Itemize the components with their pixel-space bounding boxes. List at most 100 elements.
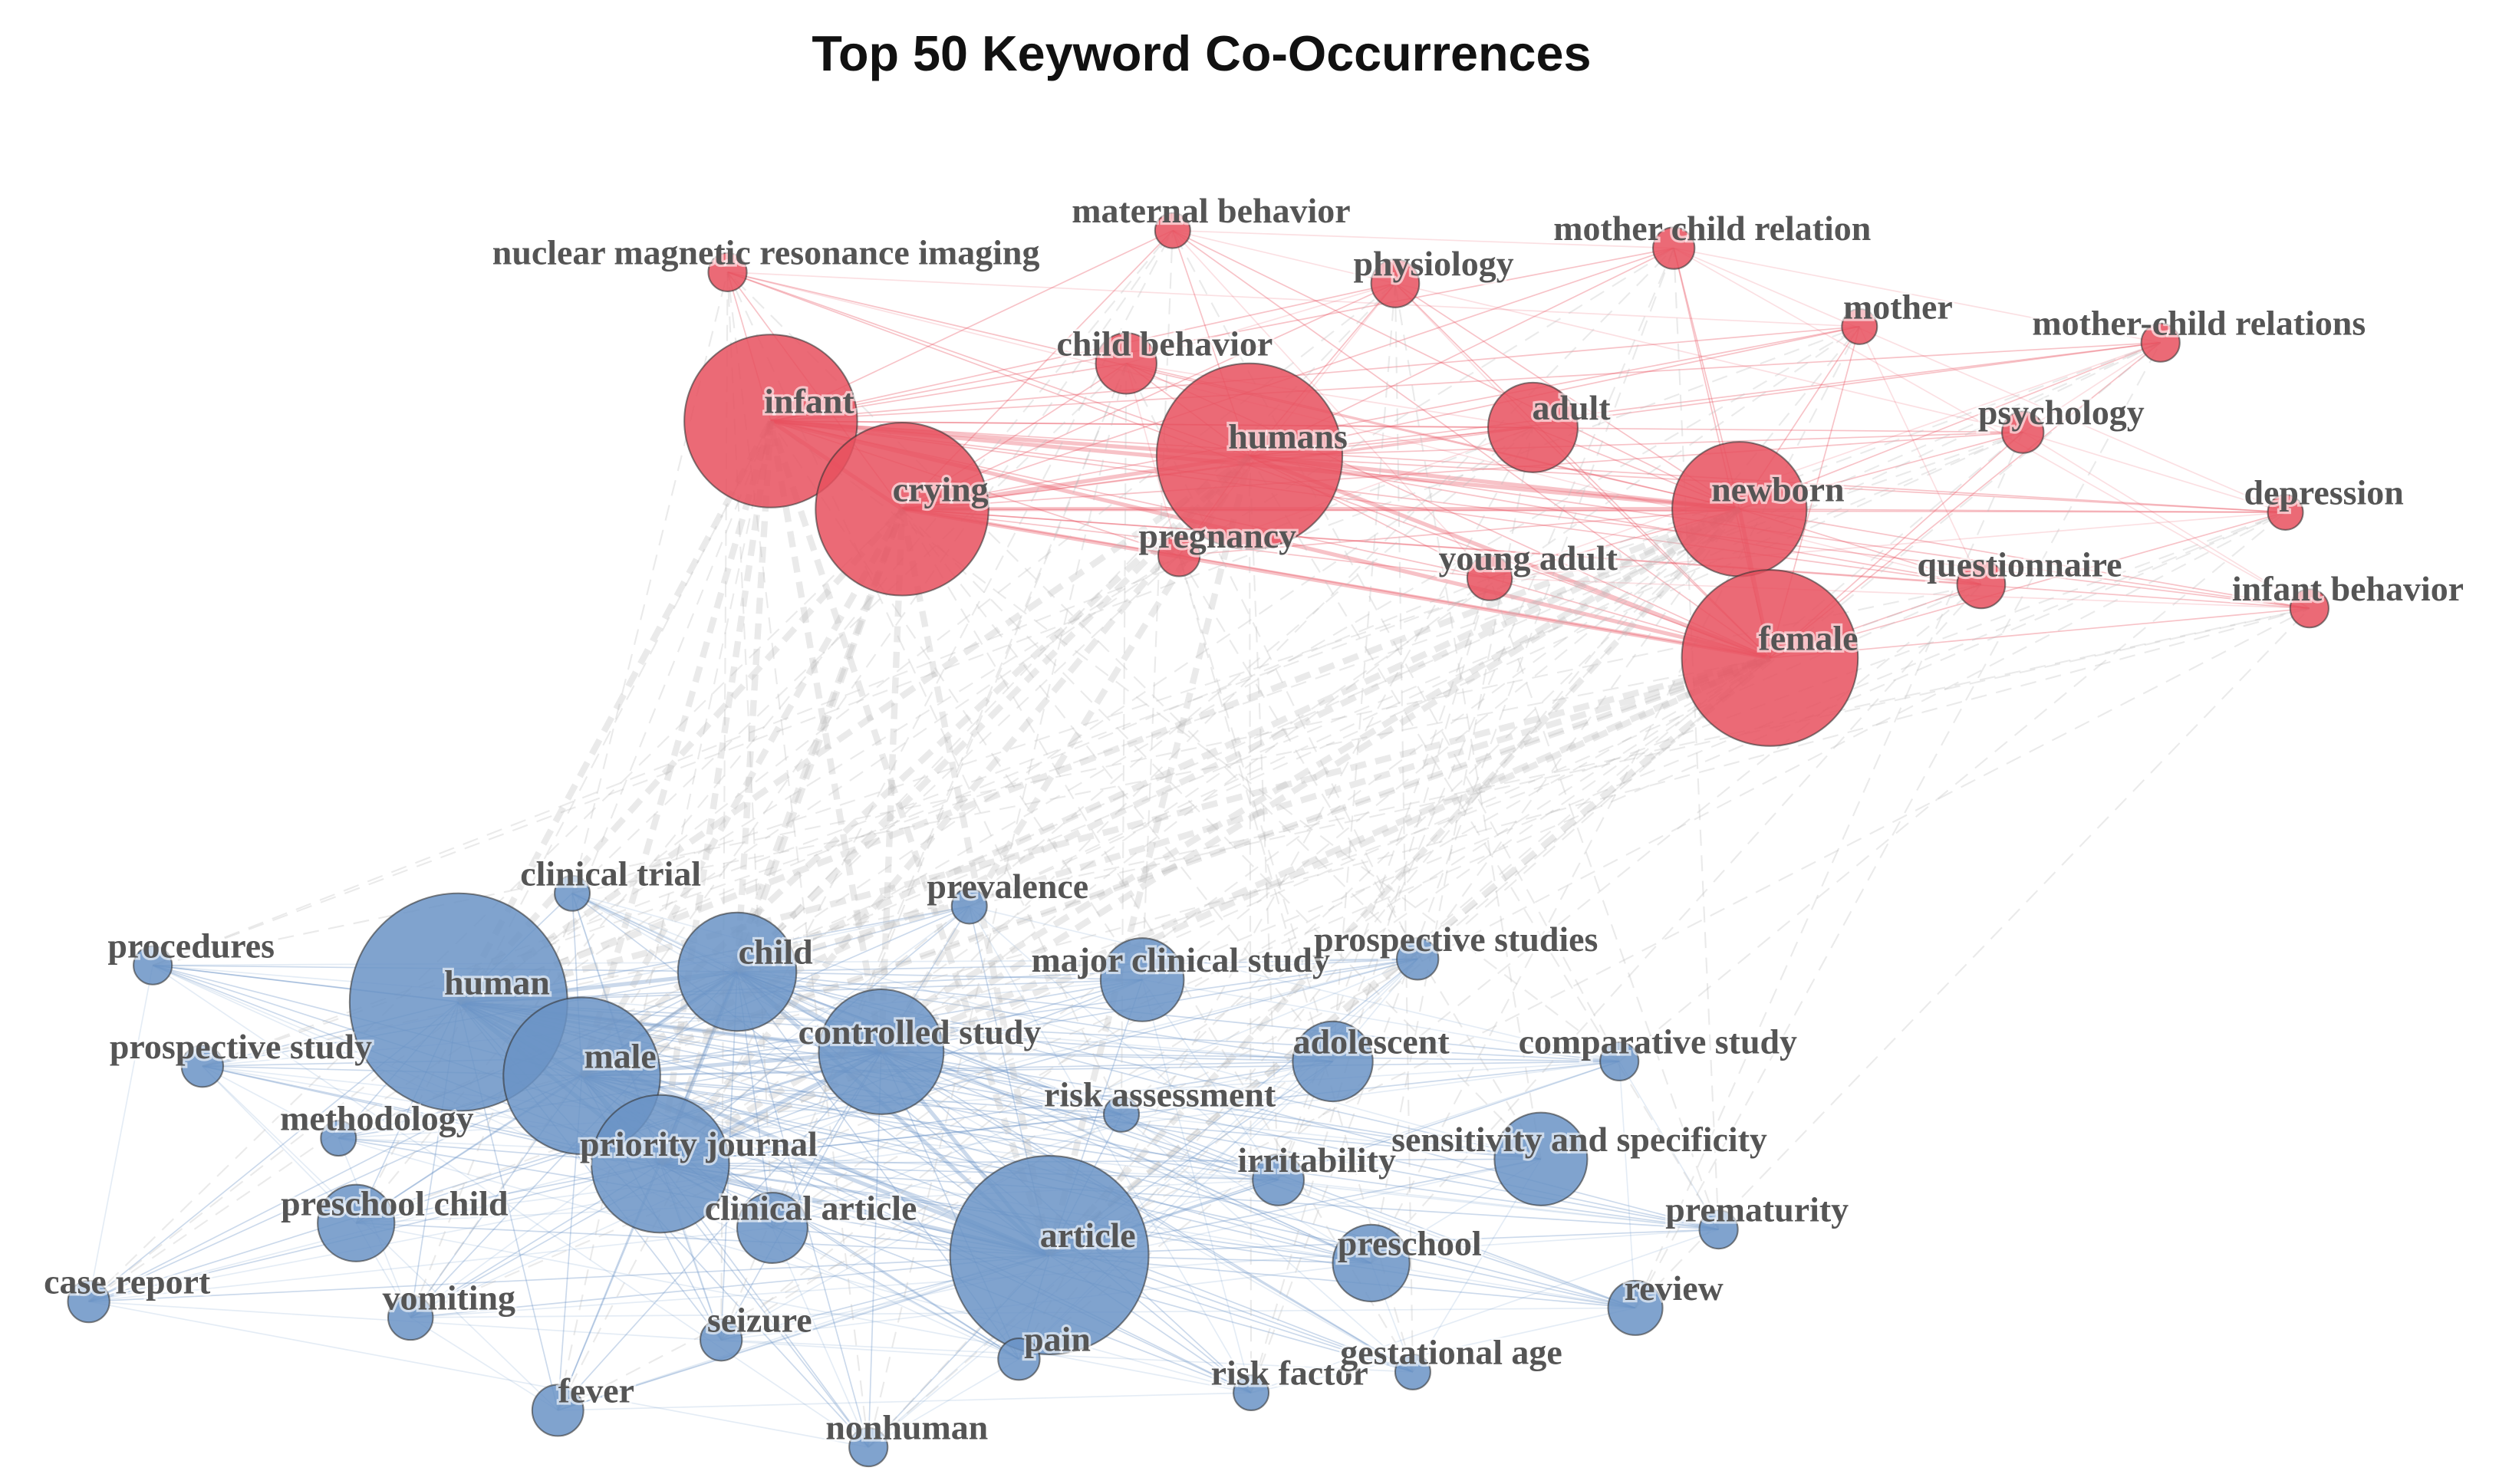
node <box>133 945 173 985</box>
cross-edge <box>736 505 1741 975</box>
edge <box>736 971 1333 1062</box>
edge <box>88 1301 869 1448</box>
node-label: newborn <box>1711 469 1844 508</box>
node <box>736 1192 808 1264</box>
edge <box>152 964 1019 1360</box>
edge <box>969 905 1279 1181</box>
edge <box>1394 282 1740 510</box>
cross-edge <box>881 247 1674 1053</box>
node <box>815 422 989 597</box>
edge <box>881 1051 1542 1160</box>
cross-edge <box>868 363 1128 1448</box>
node <box>1394 1353 1431 1390</box>
edge <box>660 1163 1636 1309</box>
cross-edge <box>1618 512 2287 1062</box>
node-label: pain <box>1024 1320 1091 1359</box>
edge <box>881 1051 1414 1373</box>
node <box>677 911 798 1032</box>
edge <box>737 958 1418 972</box>
node-label: sensitivity and specificity <box>1391 1120 1767 1159</box>
edge <box>581 1061 1620 1077</box>
edge <box>736 971 1279 1181</box>
cross-edge <box>969 431 2023 907</box>
node <box>1841 308 1878 345</box>
edge <box>772 958 1418 1229</box>
edge <box>356 1222 1050 1256</box>
edge <box>968 906 1252 1394</box>
cross-edge <box>578 507 905 1078</box>
cross-edge <box>1049 341 2162 1256</box>
cross-edge <box>878 454 1253 1054</box>
edge <box>410 979 1143 1318</box>
node-label: case report <box>44 1262 211 1301</box>
node <box>1681 569 1859 747</box>
node <box>949 1155 1150 1355</box>
node-label: controlled study <box>798 1012 1042 1051</box>
node-label: procedures <box>107 926 275 965</box>
node-label: prevalence <box>927 867 1088 906</box>
cross-edge <box>767 420 1053 1256</box>
cross-edge <box>457 654 1771 1005</box>
node-label: infant <box>764 382 854 421</box>
cross-edge <box>772 657 1770 1229</box>
cross-edge <box>1394 283 1414 1372</box>
edge <box>152 964 869 1448</box>
nodes <box>67 212 2329 1468</box>
edge <box>901 508 2310 610</box>
edge <box>1142 979 1620 1062</box>
node-label: prematurity <box>1665 1190 1849 1229</box>
edge <box>581 1061 1333 1077</box>
edge <box>1770 512 2286 659</box>
node <box>320 1120 357 1157</box>
cross-edge <box>879 506 1741 1055</box>
node-label: humans <box>1228 416 1348 456</box>
edge <box>356 1222 1252 1394</box>
edge <box>881 1051 1620 1062</box>
edge <box>1489 341 2161 579</box>
cross-edge <box>736 282 1396 972</box>
node <box>531 1384 584 1437</box>
node-label: gestational age <box>1340 1332 1562 1371</box>
edge <box>901 508 1981 585</box>
node <box>67 1279 110 1324</box>
node <box>1671 441 1808 577</box>
cross-edge <box>881 577 1490 1053</box>
cross-edge <box>557 420 772 1411</box>
node-label: physiology <box>1353 244 1513 283</box>
edge <box>901 431 2023 510</box>
node <box>1154 212 1191 249</box>
cross-edge <box>736 654 1771 976</box>
cross-edge <box>1635 342 2162 1308</box>
node-label: psychology <box>1978 393 2145 432</box>
edge <box>1172 229 1740 510</box>
edge <box>969 905 1620 1062</box>
edge <box>721 1339 1413 1373</box>
edge <box>770 341 2161 422</box>
node <box>1466 554 1513 601</box>
edge <box>1739 508 2286 513</box>
node-label: clinical article <box>705 1189 917 1228</box>
cross-edge <box>1332 283 1396 1062</box>
node <box>707 252 748 292</box>
cross-edge <box>772 508 1740 1229</box>
edge <box>202 1065 339 1139</box>
cross-edge <box>410 229 1174 1318</box>
cross-edge <box>660 426 1534 1165</box>
node-label: risk factor <box>1211 1354 1368 1393</box>
cross-edge <box>1250 577 1491 1394</box>
node <box>1651 226 1696 270</box>
edge <box>1278 1179 1636 1309</box>
edge <box>1278 1179 1719 1230</box>
edge <box>581 1074 1279 1181</box>
edge <box>581 1074 1371 1264</box>
node <box>1233 1374 1270 1412</box>
cross-edge <box>1120 363 1128 1114</box>
edge <box>1249 341 2161 457</box>
cross-edge <box>456 453 1252 1005</box>
node <box>180 1045 225 1088</box>
edge <box>1126 363 1533 429</box>
edge <box>338 1137 1279 1181</box>
node <box>2140 322 2181 363</box>
cross-edge <box>355 420 772 1224</box>
